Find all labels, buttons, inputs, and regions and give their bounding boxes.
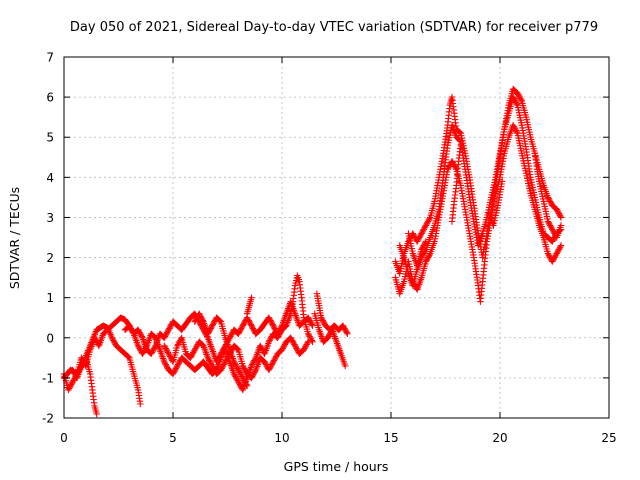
data-segment-4 [161, 334, 312, 382]
x-tick-label: 25 [601, 431, 616, 445]
data-segment-12 [405, 230, 430, 269]
y-tick-label: 5 [46, 131, 54, 145]
data-segment-8 [311, 310, 349, 370]
y-tick-label: 6 [46, 91, 54, 105]
plot-frame [63, 56, 610, 419]
data-segment-5 [191, 310, 251, 390]
data-point-markers [405, 230, 430, 269]
x-tick-label: 20 [492, 431, 507, 445]
grid-lines [64, 57, 609, 418]
x-tick-label: 15 [383, 431, 398, 445]
x-tick-label: 10 [274, 431, 289, 445]
y-axis-label: SDTVAR / TECUs [7, 187, 22, 289]
y-tick-label: 1 [46, 291, 54, 305]
y-tick-labels: -2 -1 0 1 2 3 4 5 6 7 [42, 51, 54, 426]
x-tick-label: 0 [60, 431, 68, 445]
data-point-markers [161, 334, 312, 382]
x-axis-label: GPS time / hours [284, 459, 389, 474]
y-tick-label: 7 [46, 51, 54, 65]
y-tick-label: 0 [46, 331, 54, 345]
data-segment-3 [121, 298, 316, 365]
data-segment-6 [243, 294, 255, 317]
data-segment-14 [485, 178, 506, 229]
data-point-markers [531, 150, 565, 241]
y-tick-label: 3 [46, 211, 54, 225]
data-point-markers [485, 178, 506, 229]
data-segment-2 [69, 354, 100, 418]
y-tick-label: 2 [46, 251, 54, 265]
data-point-markers [191, 310, 251, 390]
y-tick-label: -2 [42, 412, 54, 426]
y-tick-label: -1 [42, 371, 54, 385]
y-tick-label: 4 [46, 171, 54, 185]
data-point-markers [69, 354, 100, 418]
data-segment-13 [448, 142, 464, 225]
data-point-markers [243, 294, 255, 317]
data-segment-15 [531, 150, 565, 241]
data-point-markers [448, 142, 464, 225]
x-tick-labels: 0 5 10 15 20 25 [60, 431, 616, 445]
chart-title: Day 050 of 2021, Sidereal Day-to-day VTE… [70, 20, 598, 35]
data-point-markers [311, 310, 349, 370]
x-tick-label: 5 [169, 431, 177, 445]
axis-ticks [63, 56, 610, 419]
data-points [60, 85, 565, 418]
data-point-markers [121, 298, 316, 365]
